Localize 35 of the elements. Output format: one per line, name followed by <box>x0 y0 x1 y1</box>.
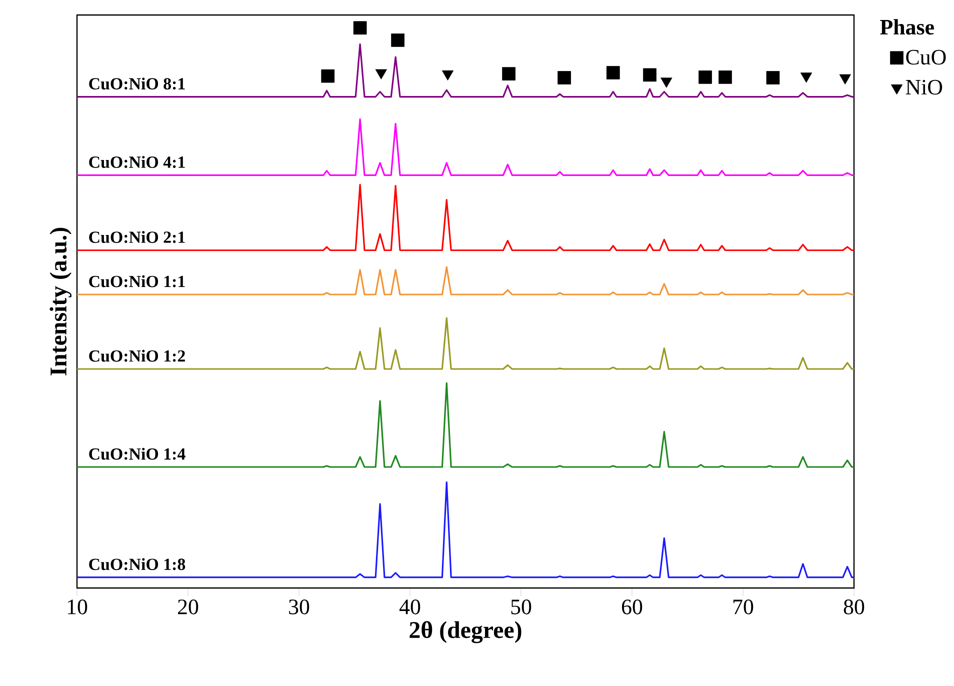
x-tick-label: 40 <box>399 600 420 614</box>
legend-label: CuO <box>906 50 946 65</box>
legend-title: Phase <box>880 19 934 35</box>
point <box>800 72 812 83</box>
point <box>698 70 712 84</box>
point <box>643 68 656 82</box>
x-tick-label: 70 <box>733 600 754 614</box>
point <box>766 71 780 84</box>
x-axis-title: 2θ (degree) <box>410 621 522 644</box>
point <box>321 69 335 83</box>
series-label: CuO:NiO 8:1 <box>89 78 185 90</box>
x-tick-label: 30 <box>289 600 310 614</box>
series-label: CuO:NiO 4:1 <box>89 156 185 168</box>
legend-label: NiO <box>906 80 942 95</box>
point <box>391 34 404 47</box>
point <box>606 66 620 80</box>
point <box>558 71 571 84</box>
point <box>502 67 516 80</box>
point <box>375 69 387 80</box>
point <box>660 78 672 88</box>
series-label: CuO:NiO 1:4 <box>89 448 186 460</box>
x-tick-label: 80 <box>844 600 864 614</box>
series-label: CuO:NiO 1:2 <box>89 350 185 362</box>
x-tick-label: 20 <box>178 600 198 614</box>
point <box>839 74 851 84</box>
series-label: CuO:NiO 1:1 <box>89 275 185 288</box>
x-tick-label: 50 <box>511 600 532 614</box>
point <box>442 70 454 80</box>
point <box>353 21 367 35</box>
x-tick-label: 60 <box>622 600 642 614</box>
series-label: CuO:NiO 2:1 <box>89 231 185 244</box>
series-label: CuO:NiO 1:8 <box>89 558 186 570</box>
point <box>718 70 732 84</box>
x-tick-label: 10 <box>68 600 88 614</box>
y-axis-title: Intensity (a.u.) <box>50 228 72 376</box>
